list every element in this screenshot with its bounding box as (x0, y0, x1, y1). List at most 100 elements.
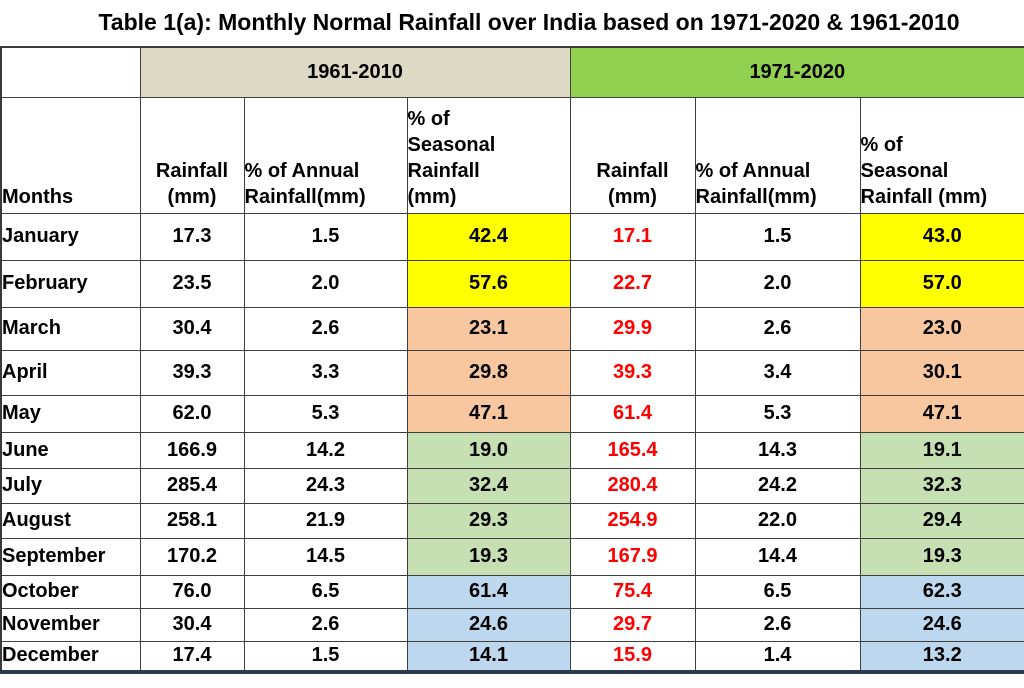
p1-seasonal-cell: 19.0 (406, 431, 571, 469)
p2-seasonal-column-header: % of Seasonal Rainfall (mm) (859, 96, 1024, 214)
p1-rainfall-cell: 166.9 (139, 431, 245, 469)
p2-annual-column-header: % of Annual Rainfall(mm) (694, 96, 861, 214)
p1-annual-cell: 5.3 (243, 394, 408, 433)
month-cell: October (0, 574, 141, 609)
p2-annual-cell: 2.6 (694, 607, 861, 642)
p2-seasonal-cell: 62.3 (859, 574, 1024, 609)
p1-rainfall-cell: 17.4 (139, 640, 245, 673)
p1-seasonal-cell: 61.4 (406, 574, 571, 609)
month-cell: August (0, 502, 141, 539)
table-row-september: September 170.2 14.5 19.3 167.9 14.4 19.… (0, 537, 1024, 576)
p1-annual-cell: 21.9 (243, 502, 408, 539)
p2-rainfall-cell: 29.9 (569, 306, 696, 351)
p1-rainfall-cell: 258.1 (139, 502, 245, 539)
p2-rainfall-cell: 17.1 (569, 212, 696, 261)
p2-seasonal-cell: 13.2 (859, 640, 1024, 673)
table-row-november: November 30.4 2.6 24.6 29.7 2.6 24.6 (0, 607, 1024, 642)
p1-rainfall-cell: 17.3 (139, 212, 245, 261)
p1-seasonal-cell: 57.6 (406, 259, 571, 308)
p2-rainfall-cell: 165.4 (569, 431, 696, 469)
month-cell: September (0, 537, 141, 576)
month-cell: November (0, 607, 141, 642)
period-1961-2010-header: 1961-2010 (139, 46, 571, 98)
month-cell: January (0, 212, 141, 261)
column-header-row: Months Rainfall (mm) % of Annual Rainfal… (0, 96, 1024, 214)
table-row-may: May 62.0 5.3 47.1 61.4 5.3 47.1 (0, 394, 1024, 433)
p1-rainfall-cell: 39.3 (139, 349, 245, 396)
period-header-row: 1961-2010 1971-2020 (0, 46, 1024, 98)
p2-annual-cell: 1.4 (694, 640, 861, 673)
p2-rainfall-cell: 75.4 (569, 574, 696, 609)
table-row-february: February 23.5 2.0 57.6 22.7 2.0 57.0 (0, 259, 1024, 308)
p1-annual-cell: 14.2 (243, 431, 408, 469)
p2-annual-cell: 2.0 (694, 259, 861, 308)
period-1971-2020-header: 1971-2020 (569, 46, 1024, 98)
p2-annual-cell: 1.5 (694, 212, 861, 261)
p2-seasonal-cell: 19.1 (859, 431, 1024, 469)
p1-seasonal-cell: 24.6 (406, 607, 571, 642)
p2-seasonal-cell: 29.4 (859, 502, 1024, 539)
p2-seasonal-cell: 19.3 (859, 537, 1024, 576)
table-row-august: August 258.1 21.9 29.3 254.9 22.0 29.4 (0, 502, 1024, 539)
p1-rainfall-cell: 76.0 (139, 574, 245, 609)
p1-rainfall-cell: 23.5 (139, 259, 245, 308)
p1-seasonal-cell: 47.1 (406, 394, 571, 433)
p2-annual-cell: 22.0 (694, 502, 861, 539)
month-cell: April (0, 349, 141, 396)
p2-seasonal-cell: 23.0 (859, 306, 1024, 351)
p1-annual-cell: 3.3 (243, 349, 408, 396)
p1-rainfall-cell: 30.4 (139, 607, 245, 642)
month-cell: June (0, 431, 141, 469)
p2-rainfall-cell: 22.7 (569, 259, 696, 308)
p1-seasonal-cell: 29.8 (406, 349, 571, 396)
table-row-october: October 76.0 6.5 61.4 75.4 6.5 62.3 (0, 574, 1024, 609)
p2-annual-cell: 24.2 (694, 467, 861, 504)
table-row-july: July 285.4 24.3 32.4 280.4 24.2 32.3 (0, 467, 1024, 504)
p2-rainfall-cell: 61.4 (569, 394, 696, 433)
p1-rainfall-cell: 285.4 (139, 467, 245, 504)
p2-annual-cell: 14.3 (694, 431, 861, 469)
table-row-april: April 39.3 3.3 29.8 39.3 3.4 30.1 (0, 349, 1024, 396)
p2-seasonal-cell: 32.3 (859, 467, 1024, 504)
p2-rainfall-column-header: Rainfall (mm) (569, 96, 696, 214)
p2-rainfall-cell: 280.4 (569, 467, 696, 504)
p1-annual-cell: 6.5 (243, 574, 408, 609)
table-row-march: March 30.4 2.6 23.1 29.9 2.6 23.0 (0, 306, 1024, 351)
p2-rainfall-cell: 15.9 (569, 640, 696, 673)
table-row-december: December 17.4 1.5 14.1 15.9 1.4 13.2 (0, 640, 1024, 673)
p2-annual-cell: 2.6 (694, 306, 861, 351)
p1-rainfall-cell: 170.2 (139, 537, 245, 576)
p1-seasonal-cell: 42.4 (406, 212, 571, 261)
p1-seasonal-cell: 14.1 (406, 640, 571, 673)
p2-rainfall-cell: 167.9 (569, 537, 696, 576)
p2-rainfall-cell: 39.3 (569, 349, 696, 396)
p1-seasonal-column-header: % of Seasonal Rainfall (mm) (406, 96, 571, 214)
table-row-january: January 17.3 1.5 42.4 17.1 1.5 43.0 (0, 212, 1024, 261)
p1-annual-cell: 24.3 (243, 467, 408, 504)
p1-rainfall-cell: 62.0 (139, 394, 245, 433)
p1-annual-cell: 2.6 (243, 306, 408, 351)
p1-seasonal-cell: 23.1 (406, 306, 571, 351)
p1-annual-cell: 1.5 (243, 640, 408, 673)
p1-annual-cell: 2.0 (243, 259, 408, 308)
p1-rainfall-cell: 30.4 (139, 306, 245, 351)
p2-seasonal-cell: 43.0 (859, 212, 1024, 261)
p1-annual-cell: 2.6 (243, 607, 408, 642)
p2-annual-cell: 3.4 (694, 349, 861, 396)
p1-seasonal-cell: 19.3 (406, 537, 571, 576)
month-cell: February (0, 259, 141, 308)
p2-annual-cell: 6.5 (694, 574, 861, 609)
p1-seasonal-cell: 29.3 (406, 502, 571, 539)
table-row-june: June 166.9 14.2 19.0 165.4 14.3 19.1 (0, 431, 1024, 469)
p2-seasonal-cell: 30.1 (859, 349, 1024, 396)
p2-rainfall-cell: 254.9 (569, 502, 696, 539)
p2-seasonal-cell: 24.6 (859, 607, 1024, 642)
corner-cell (0, 46, 141, 98)
month-cell: March (0, 306, 141, 351)
p1-annual-column-header: % of Annual Rainfall(mm) (243, 96, 408, 214)
month-cell: May (0, 394, 141, 433)
p1-annual-cell: 14.5 (243, 537, 408, 576)
p2-rainfall-cell: 29.7 (569, 607, 696, 642)
p1-rainfall-column-header: Rainfall (mm) (139, 96, 245, 214)
